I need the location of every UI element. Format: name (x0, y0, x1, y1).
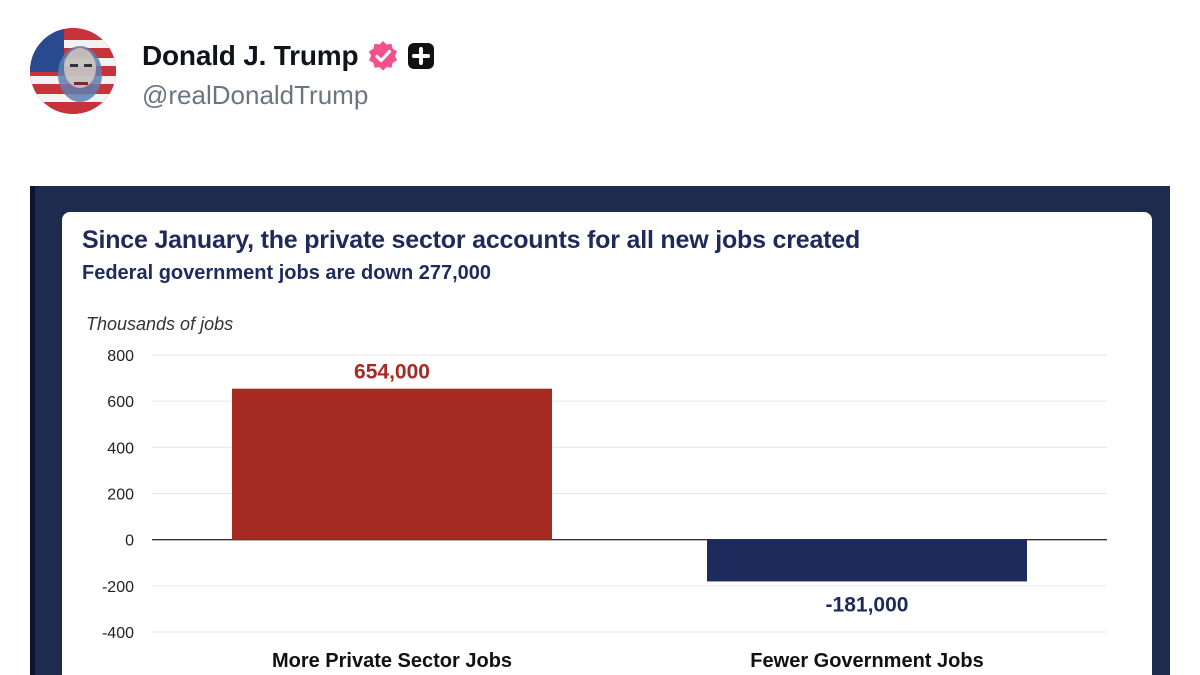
y-tick-label: 600 (107, 394, 134, 411)
y-tick-label: 800 (107, 348, 134, 365)
avatar[interactable] (30, 28, 116, 114)
plus-badge-icon (408, 43, 435, 69)
display-name[interactable]: Donald J. Trump (142, 40, 359, 71)
chart-image-edge (30, 186, 35, 675)
post-header: Donald J. Trump @realDonaldTrump (30, 28, 630, 118)
name-row: Donald J. Trump (142, 36, 435, 76)
y-tick-label: 200 (107, 487, 134, 504)
y-tick-label: -200 (102, 579, 134, 596)
bar-private-sector (232, 388, 552, 540)
chart-title: Since January, the private sector accoun… (82, 226, 861, 254)
y-tick-label: 0 (125, 533, 134, 550)
y-tick-label: 400 (107, 440, 134, 457)
bar-value-label: -181,000 (826, 593, 909, 616)
chart-subtitle: Federal government jobs are down 277,000 (82, 262, 492, 284)
bar-value-label: 654,000 (354, 361, 430, 384)
avatar-image (30, 28, 116, 114)
verified-badge-icon (369, 41, 398, 71)
x-category-label: More Private Sector Jobs (272, 650, 512, 672)
chart-card: Since January, the private sector accoun… (62, 212, 1152, 675)
user-handle[interactable]: @realDonaldTrump (142, 80, 369, 110)
chart-y-axis-label: Thousands of jobs (86, 314, 234, 334)
bar-government (707, 539, 1027, 582)
x-category-label: Fewer Government Jobs (750, 650, 983, 672)
y-tick-label: -400 (102, 625, 134, 642)
bar-chart: 800 600 400 200 0 -200 -400 654,000 More Private… (102, 348, 1107, 672)
